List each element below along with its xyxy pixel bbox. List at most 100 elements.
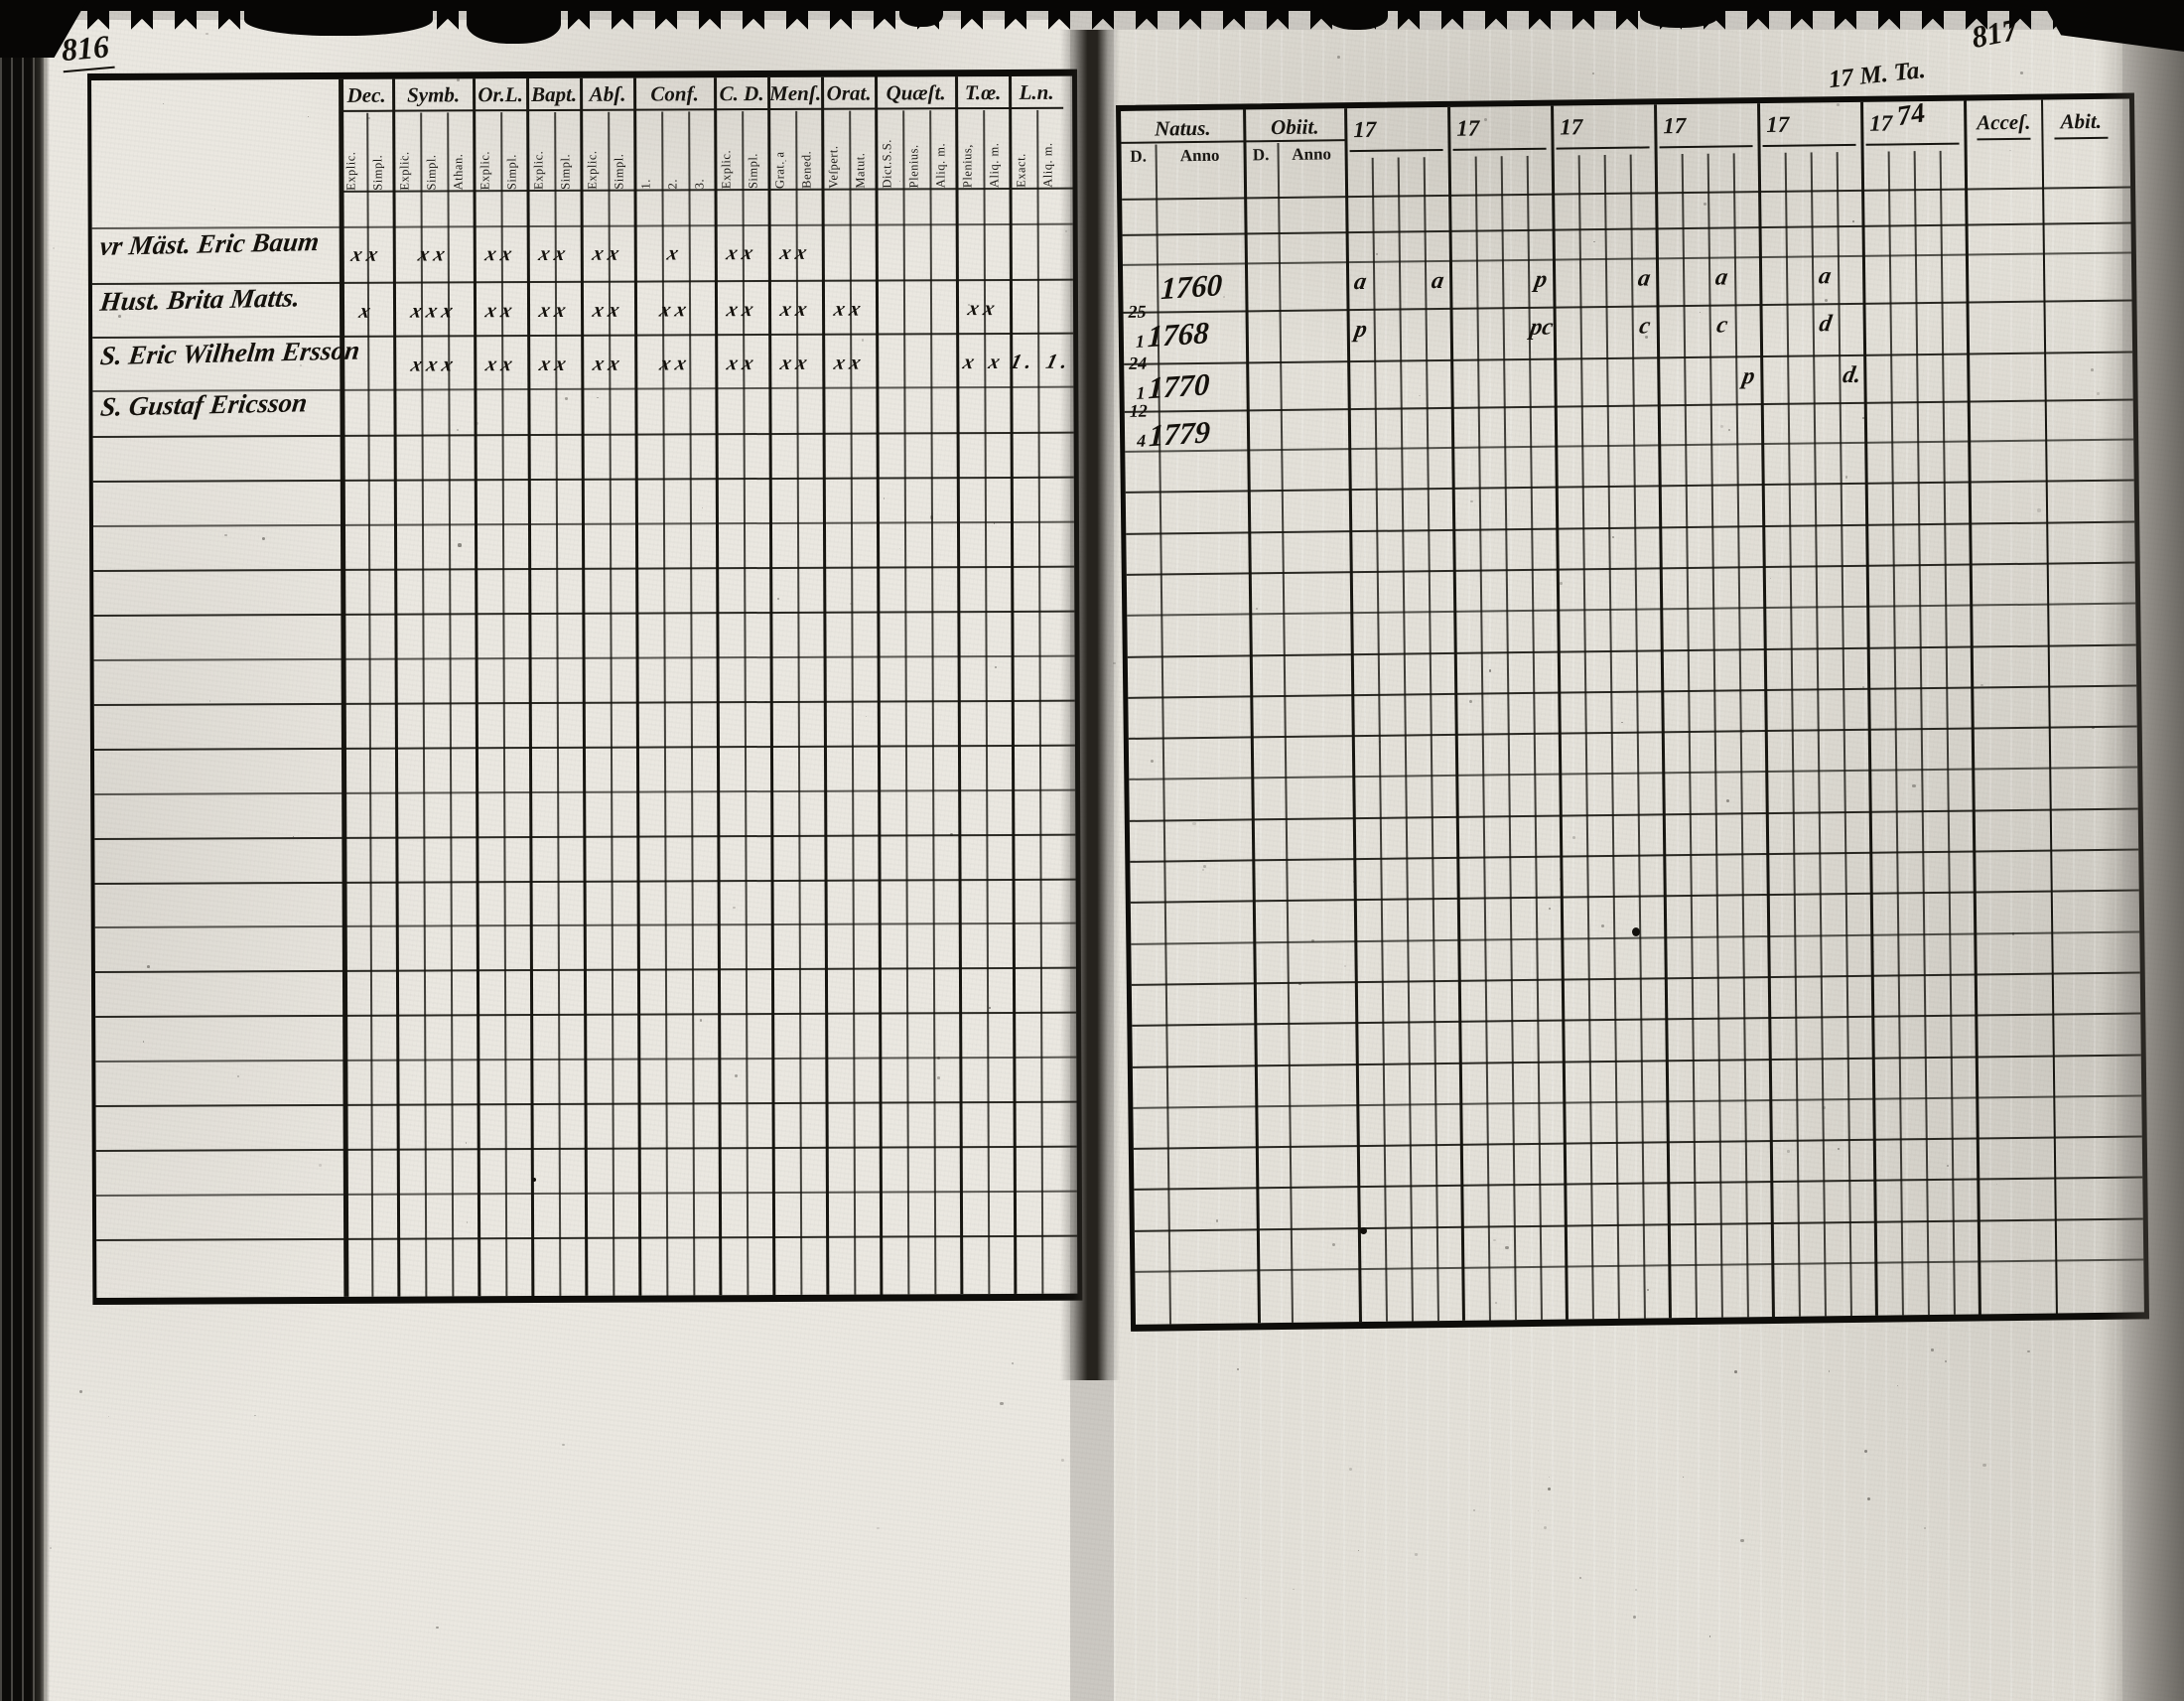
entry-marks: xx (482, 241, 520, 266)
subcolumn-divider (500, 112, 507, 1297)
row-line (1129, 807, 2138, 822)
attendance-letter: a (1817, 263, 1834, 290)
column-divider (1550, 105, 1569, 1320)
entry-name: vr Mäst. Eric Baum (98, 226, 322, 261)
natus-day-value: 4 (1137, 430, 1147, 451)
right-years-table: Natus. Obiit. D. Anno D. Anno 17 17 17 17 17 17 74 Ac… (1116, 92, 2150, 1332)
column-subheader: Explic. (397, 151, 412, 191)
left-examination-table: Dec. Symb. Or.L. Bapt. Abſ. Conf. C. D. Menſ. Or… (87, 69, 1083, 1305)
entry-marks: xx (536, 240, 574, 266)
acces-header: Acceſ. (1977, 109, 2031, 135)
column-divider (820, 76, 829, 1295)
column-subheader: Simpl. (370, 154, 385, 191)
entry-marks: xx (415, 241, 453, 266)
natus-anno-value: 1770 (1147, 366, 1211, 406)
row-line (1126, 561, 2135, 576)
subcolumn-divider (688, 111, 695, 1296)
torn-paper-blob (244, 0, 433, 36)
row-line (1132, 1053, 2141, 1068)
column-subheader: Plenius. (906, 144, 921, 189)
natus-day-value: 24 (1129, 353, 1148, 373)
attendance-letter: p (1352, 316, 1370, 344)
column-divider (2040, 99, 2058, 1314)
year-underline (1349, 148, 1443, 153)
torn-paper-blob (1640, 0, 1719, 28)
entry-marks: xx (724, 351, 761, 375)
column-subheader: Explic. (585, 150, 600, 190)
column-subheader: Simpl. (612, 153, 626, 190)
subcolumn-divider (447, 112, 454, 1297)
ink-blot (1632, 927, 1640, 936)
left-page-number: 816 (60, 27, 115, 73)
row-line (1134, 1176, 2143, 1192)
column-header: Orat. (822, 80, 877, 110)
row-line (1131, 971, 2140, 986)
column-header: Bapt. (527, 81, 582, 112)
column-subheader: Explic. (531, 150, 546, 191)
natus-day-value: 12 (1129, 400, 1148, 421)
entry-marks: xx (965, 295, 1003, 321)
natus-day-value: 1 (1135, 331, 1146, 352)
obiit-anno-label: Anno (1292, 144, 1332, 164)
row-line (1122, 251, 2131, 266)
natus-anno-label: Anno (1179, 145, 1220, 166)
entry-marks: xx (831, 296, 869, 321)
column-subheader: Plenius, (960, 144, 975, 189)
column-subheader: Simpl. (558, 153, 573, 190)
row-line (1124, 398, 2133, 413)
entry-name: Hust. Brita Matts. (98, 282, 302, 317)
entry-marks: xx (777, 350, 815, 374)
acces-underline (1977, 137, 2031, 141)
scan-speck (1095, 230, 1097, 233)
attendance-letter: a (1636, 265, 1653, 292)
natus-anno-value: 1760 (1160, 266, 1223, 307)
column-header: Or.L. (474, 82, 528, 112)
column-divider (1008, 75, 1017, 1294)
column-subheader: Simpl. (504, 154, 519, 191)
column-subheader: Athan. (451, 153, 466, 191)
obiit-header: Obiit. (1244, 114, 1346, 143)
attendance-letter: p (1740, 363, 1757, 390)
year-header: 17 (1353, 116, 1377, 143)
row-line (1128, 725, 2137, 740)
subcolumn-divider (420, 112, 427, 1297)
row-line (1127, 602, 2136, 618)
ink-blot (532, 1178, 536, 1182)
row-line (1125, 438, 2134, 453)
column-divider (1446, 106, 1465, 1321)
column-header: Menſ. (768, 80, 823, 111)
column-header: C. D. (715, 81, 769, 111)
entry-marks: x (356, 298, 378, 323)
entry-marks: xx (777, 296, 815, 321)
column-divider (1756, 103, 1775, 1318)
entry-marks: xx (482, 298, 520, 323)
column-subheader: Explic. (343, 151, 358, 191)
row-line (1133, 1094, 2142, 1109)
natus-header: Natus. (1121, 115, 1245, 145)
attendance-letter: a (1352, 268, 1369, 296)
natus-d-label: D. (1130, 146, 1148, 166)
column-subheader: Simpl. (424, 154, 439, 191)
year-underline (1556, 146, 1650, 150)
torn-paper-blob (899, 0, 943, 27)
column-divider (954, 76, 963, 1295)
year-header: 17 (1456, 115, 1480, 141)
subcolumn-divider (983, 110, 990, 1295)
subcolumn-divider (742, 111, 749, 1296)
entry-marks: 1. 1. (1008, 349, 1076, 373)
row-line (1130, 848, 2139, 863)
attendance-letter: c (1637, 313, 1653, 340)
row-line (1132, 1012, 2141, 1028)
column-header: L.n. (1010, 79, 1064, 110)
row-line (1124, 351, 2133, 365)
column-subheader: Aliq. m. (987, 142, 1002, 189)
row-line (1128, 684, 2137, 699)
attendance-letter: d. (1841, 361, 1863, 389)
obiit-d-label: D. (1252, 145, 1270, 165)
column-header: Dec. (340, 82, 394, 113)
row-line (1129, 766, 2138, 781)
column-header: Abſ. (581, 81, 635, 112)
natus-day-value: 25 (1128, 301, 1147, 322)
row-line (1123, 299, 2132, 314)
